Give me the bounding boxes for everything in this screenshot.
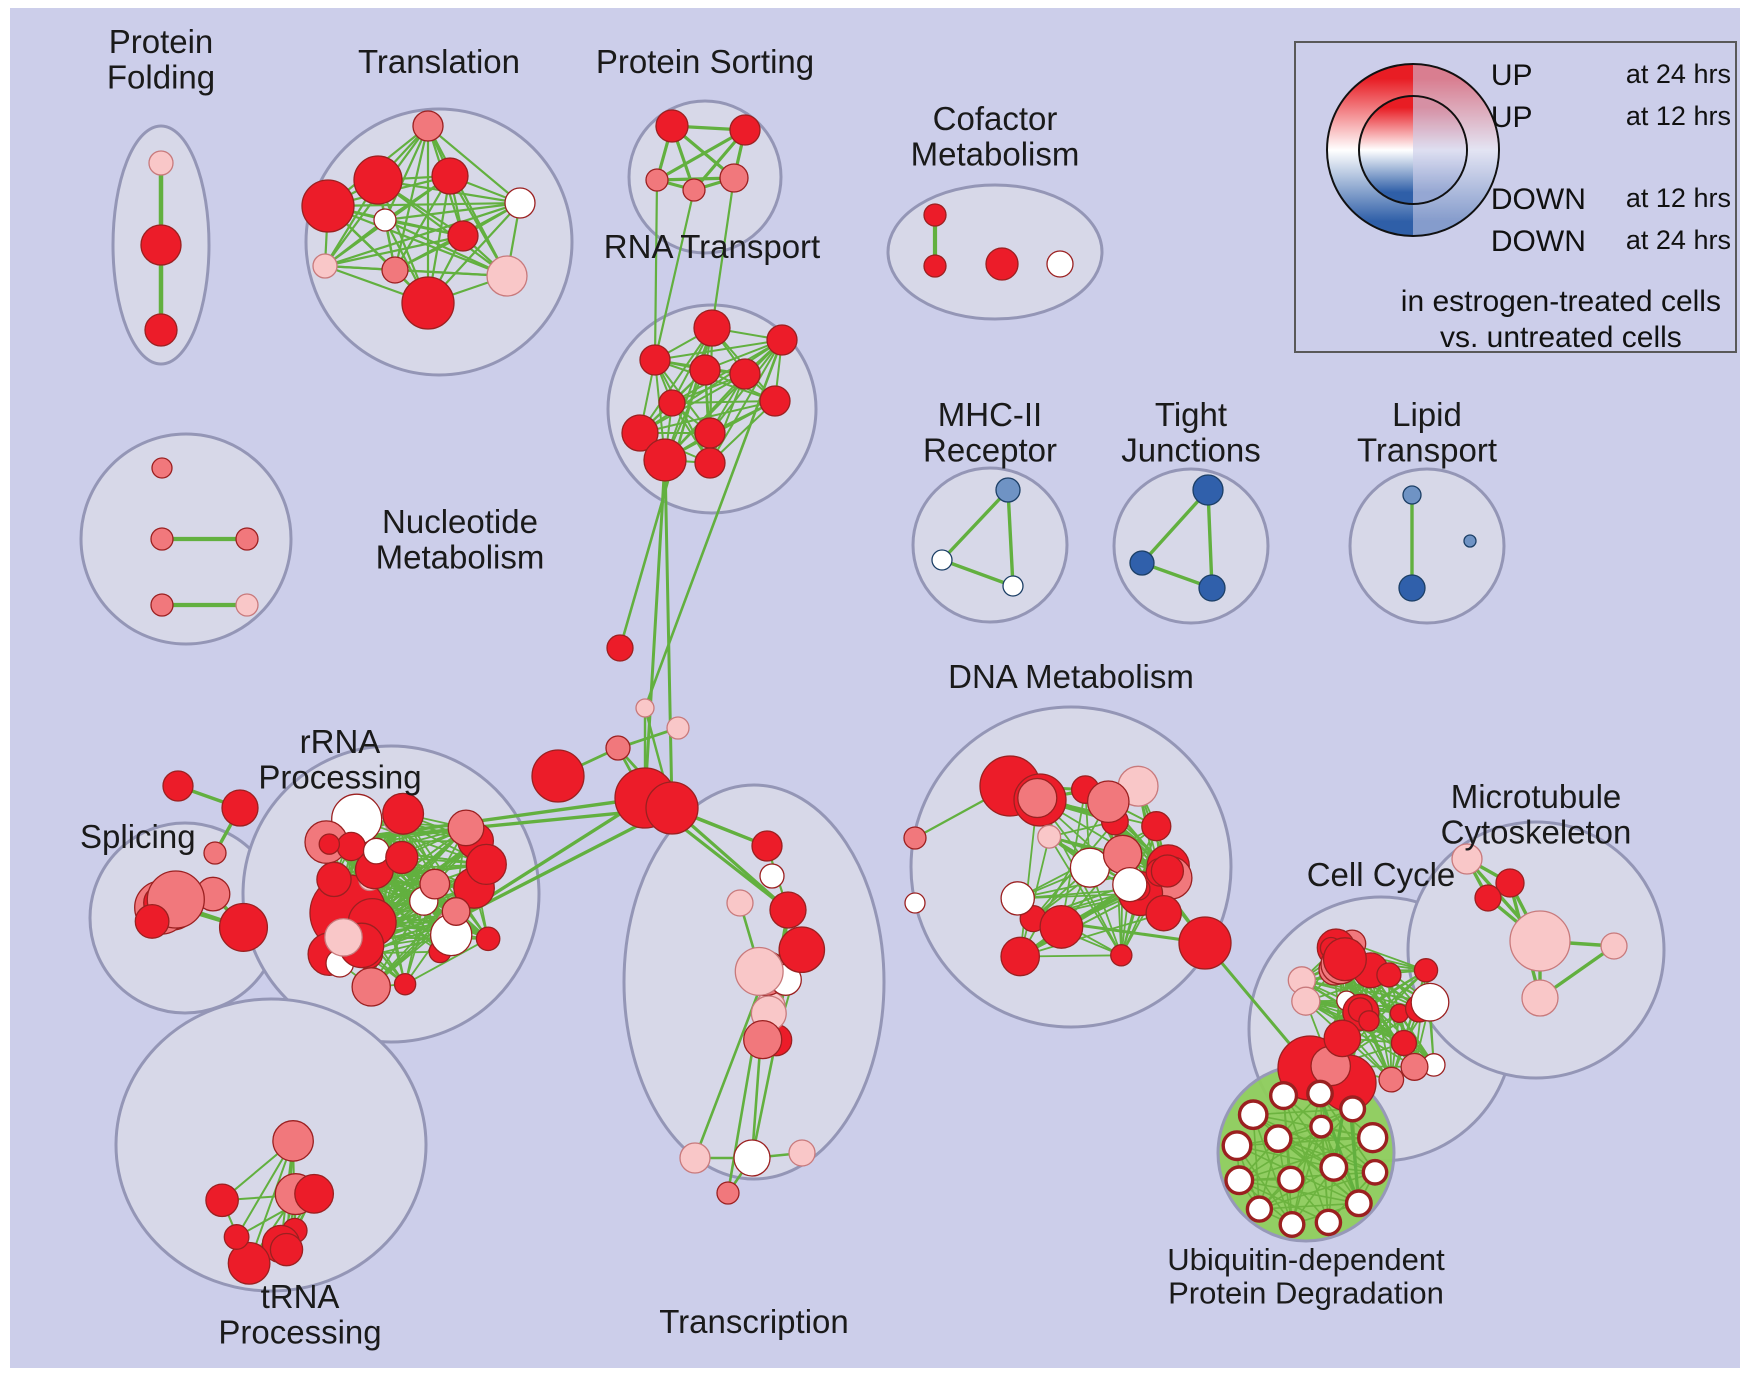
svg-text:Cell Cycle: Cell Cycle [1307, 856, 1456, 893]
svg-text:Protein Sorting: Protein Sorting [596, 43, 814, 80]
svg-text:Translation: Translation [358, 43, 520, 80]
svg-text:DNA Metabolism: DNA Metabolism [948, 658, 1194, 695]
svg-text:Splicing: Splicing [80, 818, 196, 855]
svg-text:Transcription: Transcription [659, 1303, 849, 1340]
svg-text:RNA Transport: RNA Transport [604, 228, 820, 265]
